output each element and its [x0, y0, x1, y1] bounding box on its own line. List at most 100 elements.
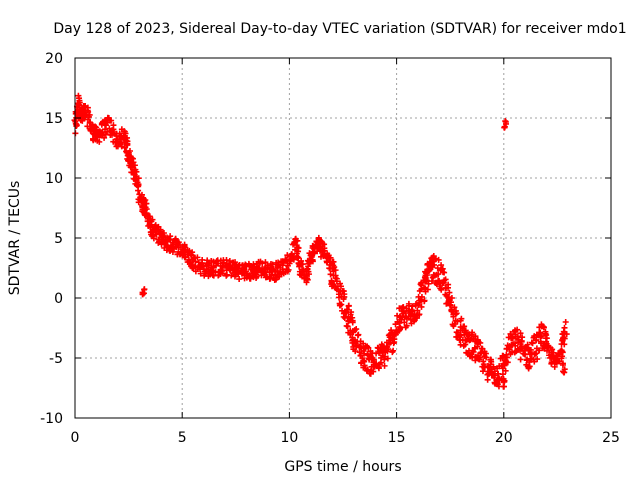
- data-point: [160, 230, 167, 237]
- data-point: [501, 383, 508, 390]
- data-point: [232, 259, 239, 266]
- data-point: [112, 139, 119, 146]
- data-point: [218, 267, 225, 274]
- data-point: [328, 281, 335, 288]
- data-point: [499, 352, 506, 359]
- data-point: [425, 280, 432, 287]
- data-point: [305, 271, 312, 278]
- data-point: [223, 257, 230, 264]
- data-point: [414, 307, 421, 314]
- x-axis-label: GPS time / hours: [284, 459, 401, 475]
- data-point: [457, 317, 464, 324]
- data-point: [561, 341, 568, 348]
- data-point: [418, 303, 425, 310]
- y-axis-label: SDTVAR / TECUs: [7, 181, 23, 296]
- data-point: [365, 344, 372, 351]
- data-point: [504, 359, 511, 366]
- y-tick-label: -10: [40, 411, 63, 427]
- data-point: [118, 143, 125, 150]
- data-point: [563, 331, 570, 338]
- data-point: [416, 311, 423, 318]
- data-point: [408, 307, 415, 314]
- data-point: [527, 349, 534, 356]
- data-point: [299, 261, 306, 268]
- data-point: [282, 256, 289, 263]
- data-point: [470, 348, 477, 355]
- data-point: [484, 376, 491, 383]
- y-tick-label: 15: [45, 111, 63, 127]
- data-point: [418, 293, 425, 300]
- data-point: [468, 331, 475, 338]
- data-point: [262, 259, 269, 266]
- x-tick-label: 0: [71, 430, 80, 446]
- data-point: [285, 266, 292, 273]
- data-point: [457, 332, 464, 339]
- data-point: [472, 333, 479, 340]
- data-point: [502, 118, 509, 125]
- data-point: [384, 355, 391, 362]
- data-point: [342, 309, 349, 316]
- data-point: [169, 248, 176, 255]
- data-point: [385, 346, 392, 353]
- data-point: [388, 327, 395, 334]
- data-point: [167, 233, 174, 240]
- data-point: [309, 258, 316, 265]
- data-point: [138, 191, 145, 198]
- data-point: [194, 254, 201, 261]
- data-markers: [71, 92, 570, 390]
- data-point: [501, 123, 508, 130]
- data-point: [500, 375, 507, 382]
- data-point: [355, 331, 362, 338]
- data-point: [391, 338, 398, 345]
- data-point: [441, 277, 448, 284]
- data-point: [423, 277, 430, 284]
- data-point: [435, 271, 442, 278]
- data-point: [490, 363, 497, 370]
- data-point: [514, 326, 521, 333]
- data-point: [126, 148, 133, 155]
- x-tick-label: 25: [602, 430, 620, 446]
- data-point: [533, 336, 540, 343]
- data-point: [397, 324, 404, 331]
- data-point: [124, 140, 131, 147]
- data-point: [428, 278, 435, 285]
- data-point: [333, 275, 340, 282]
- grid-lines: [75, 58, 611, 418]
- data-point: [502, 367, 509, 374]
- data-point: [298, 272, 305, 279]
- data-point: [528, 339, 535, 346]
- data-point: [503, 354, 510, 361]
- data-point: [236, 276, 243, 283]
- y-tick-label: -5: [49, 351, 63, 367]
- x-tick-label: 10: [280, 430, 298, 446]
- data-point: [447, 299, 454, 306]
- data-point: [488, 358, 495, 365]
- data-point: [461, 323, 468, 330]
- data-point: [448, 294, 455, 301]
- data-point: [435, 256, 442, 263]
- data-point: [401, 319, 408, 326]
- data-point: [544, 347, 551, 354]
- data-point: [543, 335, 550, 342]
- data-point: [517, 330, 524, 337]
- data-point: [452, 311, 459, 318]
- data-point: [332, 267, 339, 274]
- data-point: [195, 259, 202, 266]
- data-point: [446, 289, 453, 296]
- data-point: [561, 335, 568, 342]
- data-point: [524, 341, 531, 348]
- data-point: [361, 358, 368, 365]
- data-point: [453, 310, 460, 317]
- data-point: [219, 270, 226, 277]
- data-point: [360, 340, 367, 347]
- data-point: [345, 303, 352, 310]
- data-point: [555, 358, 562, 365]
- data-point: [451, 304, 458, 311]
- data-point: [108, 131, 115, 138]
- data-point: [164, 242, 171, 249]
- data-point: [101, 134, 108, 141]
- data-point: [424, 271, 431, 278]
- data-point: [352, 348, 359, 355]
- data-point: [140, 290, 147, 297]
- data-point: [424, 286, 431, 293]
